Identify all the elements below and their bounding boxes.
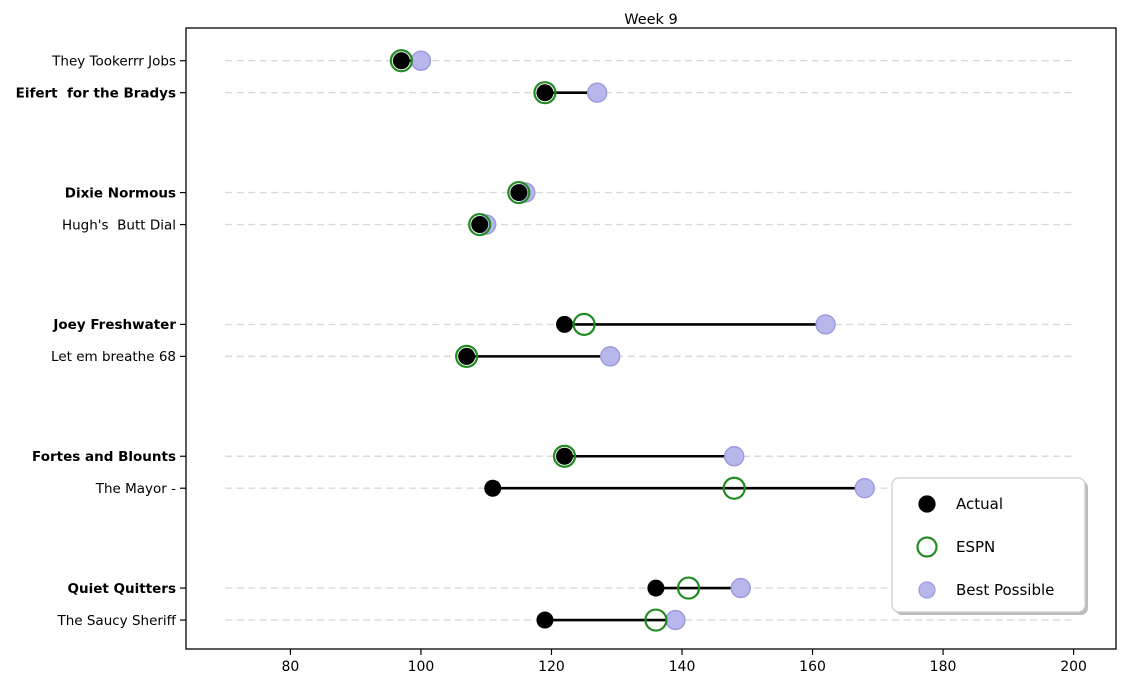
actual-marker [556, 447, 574, 465]
espn-marker [389, 49, 413, 73]
espn-marker [572, 312, 596, 337]
team-label: Dixie Normous [65, 185, 176, 201]
actual-marker [556, 315, 574, 333]
actual-marker [484, 479, 502, 497]
espn-marker [507, 180, 531, 205]
team-label: Eifert for the Bradys [16, 86, 176, 102]
actual-marker [536, 84, 554, 102]
actual-marker [536, 611, 554, 629]
espn-marker [644, 608, 668, 632]
team-label: They Tookerrr Jobs [51, 54, 176, 70]
legend-label: Actual [956, 495, 1003, 513]
legend-label: Best Possible [956, 581, 1054, 599]
best-possible-marker [730, 577, 751, 599]
team-label: Quiet Quitters [68, 581, 177, 597]
legend: Actual ESPN Best Possible [891, 477, 1088, 615]
best-possible-marker [724, 446, 745, 467]
best-possible-marker [586, 82, 608, 103]
espn-marker [533, 81, 557, 105]
filled-circle-icon [918, 495, 936, 513]
best-possible-marker [665, 609, 686, 631]
espn-marker [552, 444, 577, 468]
x-tick-label: 140 [669, 659, 696, 675]
actual-marker [510, 184, 528, 202]
espn-marker [455, 344, 479, 368]
team-label: Let em breathe 68 [51, 349, 176, 365]
plot-border [185, 27, 1117, 650]
x-tick-label: 80 [282, 659, 300, 675]
espn-marker [676, 576, 701, 600]
x-tick-label: 100 [408, 659, 435, 675]
actual-marker [458, 347, 476, 365]
team-label: The Saucy Sheriff [56, 613, 176, 629]
x-tick-label: 120 [538, 659, 565, 675]
team-label: The Mayor - [95, 481, 176, 497]
open-circle-icon [916, 536, 938, 558]
team-label: Hugh's Butt Dial [62, 217, 176, 233]
team-label: Joey Freshwater [52, 317, 176, 333]
best-possible-marker [410, 50, 432, 71]
best-possible-marker [854, 478, 875, 499]
actual-marker [471, 216, 489, 234]
legend-box [891, 477, 1086, 613]
espn-marker [722, 476, 746, 500]
x-tick-label: 200 [1060, 659, 1087, 675]
x-tick-label: 180 [930, 659, 957, 675]
espn-marker [468, 212, 492, 237]
x-tick-label: 160 [799, 659, 826, 675]
chart-title: Week 9 [624, 12, 678, 28]
best-possible-marker [815, 314, 836, 335]
actual-marker [647, 579, 665, 597]
team-label: Fortes and Blounts [32, 449, 176, 465]
actual-marker [392, 52, 410, 70]
filled-circle-icon [918, 581, 936, 599]
legend-label: ESPN [956, 538, 995, 556]
best-possible-marker [600, 346, 621, 367]
